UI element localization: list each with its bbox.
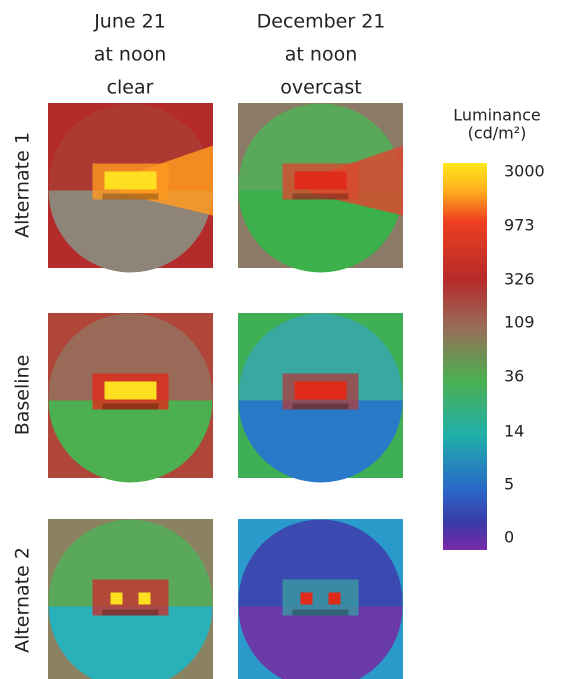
legend-label: 109	[504, 313, 535, 332]
legend-title: (cd/m²)	[468, 124, 527, 143]
legend-title: Luminance	[453, 106, 541, 125]
furniture	[102, 403, 159, 410]
window	[138, 592, 151, 605]
column-header: at noon	[285, 44, 357, 66]
fisheye-lower	[238, 606, 403, 679]
furniture	[292, 403, 349, 410]
row-label: Alternate 1	[12, 132, 34, 238]
legend-label: 973	[504, 216, 535, 235]
legend-label: 326	[504, 270, 535, 289]
legend-label: 14	[504, 422, 524, 441]
colorbar	[443, 163, 487, 550]
window	[104, 381, 157, 400]
legend-label: 36	[504, 367, 524, 386]
window	[294, 381, 347, 400]
row-label: Baseline	[12, 355, 34, 436]
column-header: December 21	[257, 11, 386, 33]
fisheye-lower	[48, 606, 213, 679]
fisheye-lower	[238, 190, 403, 273]
row-label: Alternate 2	[12, 547, 34, 653]
window-halo	[282, 579, 359, 616]
column-header: at noon	[94, 44, 166, 66]
legend-label: 5	[504, 475, 514, 494]
window	[110, 592, 123, 605]
fisheye-lower	[238, 400, 403, 483]
window	[300, 592, 313, 605]
furniture	[102, 609, 159, 616]
legend-label: 0	[504, 528, 514, 547]
window	[328, 592, 341, 605]
furniture	[292, 609, 349, 616]
column-header: overcast	[280, 77, 361, 99]
window-halo	[92, 579, 169, 616]
fisheye-lower	[48, 400, 213, 483]
window	[104, 171, 157, 190]
furniture	[292, 193, 349, 200]
column-header: June 21	[93, 11, 166, 33]
window	[294, 171, 347, 190]
column-header: clear	[107, 77, 154, 99]
furniture	[102, 193, 159, 200]
legend-label: 3000	[504, 162, 545, 181]
fisheye-lower	[48, 190, 213, 273]
